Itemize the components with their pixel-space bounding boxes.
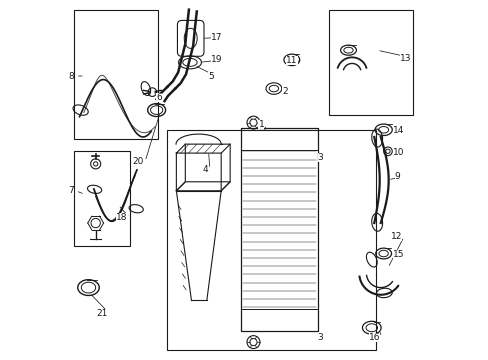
Text: 9: 9: [394, 172, 400, 181]
Text: 15: 15: [392, 250, 403, 259]
Text: 14: 14: [392, 126, 403, 135]
Text: 3: 3: [317, 333, 323, 342]
Text: 5: 5: [208, 72, 214, 81]
Text: 6: 6: [156, 93, 162, 102]
Text: 21: 21: [96, 309, 107, 318]
Text: 19: 19: [210, 55, 222, 64]
Bar: [241, 128, 317, 330]
Text: 2: 2: [281, 86, 287, 95]
Bar: [74, 151, 129, 246]
Text: 1: 1: [258, 120, 264, 129]
Text: 7: 7: [68, 186, 74, 195]
Text: 10: 10: [392, 148, 403, 157]
Text: 3: 3: [317, 153, 323, 162]
Text: 20: 20: [132, 157, 143, 166]
Bar: [328, 10, 412, 116]
Text: 13: 13: [399, 54, 410, 63]
Bar: [241, 128, 317, 149]
Text: 11: 11: [285, 57, 297, 66]
Text: 8: 8: [68, 72, 74, 81]
Text: 12: 12: [390, 232, 402, 241]
Text: 4: 4: [202, 165, 207, 174]
Bar: [241, 309, 317, 330]
Bar: [166, 130, 376, 350]
Text: 18: 18: [116, 213, 128, 222]
Text: 16: 16: [368, 333, 379, 342]
Text: 17: 17: [210, 33, 222, 42]
Bar: [74, 10, 158, 139]
